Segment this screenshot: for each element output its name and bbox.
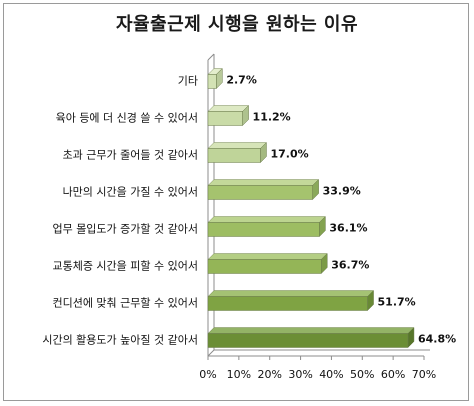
- data-label: 17.0%: [270, 148, 308, 161]
- data-label: 64.8%: [418, 333, 456, 346]
- category-label: 기타: [178, 75, 198, 88]
- bar-top-face: [207, 142, 268, 149]
- category-label: 나만의 시간을 가질 수 있어서: [63, 186, 198, 199]
- bar: [207, 111, 243, 126]
- bar-top-face: [207, 253, 328, 260]
- bar: [207, 222, 320, 237]
- x-tick-label: 10%: [227, 368, 251, 381]
- bar: [207, 296, 368, 311]
- x-tick-label: 50%: [350, 368, 374, 381]
- x-tick-label: 30%: [288, 368, 312, 381]
- chart-title: 자율출근제 시행을 원하는 이유: [115, 14, 359, 35]
- axis-depth-bottom: [207, 349, 215, 357]
- x-tick-label: 20%: [257, 368, 281, 381]
- category-label: 교통체증 시간을 피할 수 있어서: [52, 260, 198, 273]
- bar-top-face: [207, 216, 326, 223]
- bar-top-face: [207, 179, 320, 186]
- data-label: 36.7%: [331, 259, 369, 272]
- bar-top-face: [207, 105, 250, 112]
- x-tick-label: 70%: [412, 368, 436, 381]
- bar: [207, 259, 322, 274]
- x-tick-label: 0%: [199, 368, 216, 381]
- data-label: 33.9%: [323, 185, 361, 198]
- bar: [207, 185, 313, 200]
- category-label: 육아 등에 더 신경 쓸 수 있어서: [56, 112, 198, 125]
- bar-top-face: [207, 290, 375, 297]
- category-label: 컨디션에 맞춰 근무할 수 있어서: [52, 297, 198, 310]
- category-label: 업무 몰입도가 증가할 것 같아서: [52, 223, 198, 236]
- x-tick-label: 60%: [381, 368, 405, 381]
- data-label: 36.1%: [329, 222, 367, 235]
- bar: [207, 74, 217, 89]
- bar-top-face: [207, 327, 415, 334]
- x-tick-label: 40%: [319, 368, 343, 381]
- category-label: 초과 근무가 줄어들 것 같아서: [63, 149, 198, 162]
- axis-depth-top: [207, 53, 215, 61]
- data-label: 2.7%: [226, 74, 257, 87]
- data-label: 11.2%: [253, 111, 291, 124]
- data-label: 51.7%: [378, 296, 416, 309]
- category-label: 시간의 활용도가 높아질 것 같아서: [42, 333, 198, 347]
- bar: [207, 333, 409, 348]
- bar: [207, 148, 261, 163]
